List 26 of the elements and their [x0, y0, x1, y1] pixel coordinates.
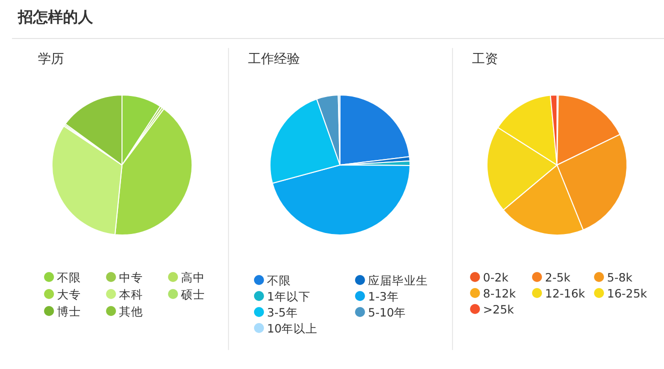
legend-label: 本科	[119, 288, 143, 302]
chart-title: 工作经验	[248, 52, 300, 67]
legend-label: 0-2k	[483, 270, 509, 284]
legend-label: 不限	[267, 274, 291, 288]
legend-label: 高中	[181, 270, 205, 284]
legend-label: 不限	[57, 270, 81, 284]
legend-label: 12-16k	[545, 286, 586, 300]
legend-label: 硕士	[180, 288, 205, 302]
chart-title: 学历	[38, 52, 64, 67]
legend-label: 应届毕业生	[368, 274, 428, 288]
legend-label: >25k	[483, 302, 514, 316]
legend-label: 16-25k	[607, 286, 648, 300]
legend-label: 5-8k	[607, 270, 633, 284]
legend-label: 8-12k	[483, 286, 516, 300]
text: 招怎样的人	[17, 8, 94, 26]
legend-label: 1年以下	[267, 290, 310, 304]
legend-label: 其他	[119, 304, 143, 318]
legend-label: 2-5k	[545, 270, 571, 284]
legend-label: 10年以上	[267, 322, 318, 336]
chart-title: 工资	[472, 52, 498, 67]
legend-label: 博士	[57, 304, 81, 318]
legend-label: 大专	[57, 288, 81, 302]
legend-label: 1-3年	[368, 290, 399, 304]
legend-label: 5-10年	[368, 306, 406, 320]
legend-label: 3-5年	[267, 306, 298, 320]
legend-label: 中专	[119, 270, 143, 284]
